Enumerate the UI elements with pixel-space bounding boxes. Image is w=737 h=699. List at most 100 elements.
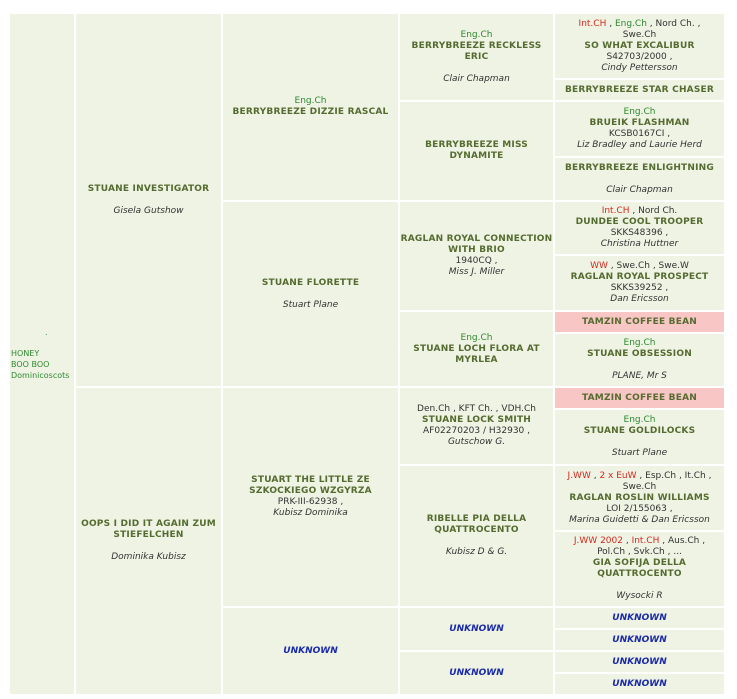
g4-cell-14: UNKNOWN: [555, 630, 724, 650]
g4-cell-1: Int.CH , Eng.Ch , Nord Ch. , Swe.Ch SO W…: [555, 14, 724, 78]
sds-name[interactable]: RAGLAN ROYAL CONNECTION WITH BRIO: [400, 234, 553, 255]
g3-name[interactable]: BRUEIK FLASHMAN: [589, 118, 690, 128]
g4-cell-11: J.WW , 2 x EuW , Esp.Ch , It.Ch , Swe.Ch…: [555, 466, 724, 530]
dam-cell: OOPS I DID IT AGAIN ZUM STIEFELCHEN Domi…: [76, 388, 221, 694]
g4-cell-9: TAMZIN COFFEE BEAN: [555, 388, 724, 408]
sdd-title: Eng.Ch: [460, 332, 493, 343]
sss-owner: Clair Chapman: [443, 73, 510, 84]
g4-cell-7: TAMZIN COFFEE BEAN: [555, 312, 724, 332]
g3-reg: KCSB0167CI ,: [608, 129, 671, 139]
g12-title-2: Int.CH: [631, 536, 660, 546]
dds-cell: UNKNOWN: [400, 608, 553, 650]
g4-cell-6: WW , Swe.Ch , Swe.W RAGLAN ROYAL PROSPEC…: [555, 256, 724, 310]
dds-unknown: UNKNOWN: [449, 623, 504, 634]
dss-owner: Gutschow G.: [447, 437, 506, 447]
dam-sire-cell: STUART THE LITTLE ZE SZKOCKIEGO WZGYRZA …: [223, 388, 398, 606]
ssd-name[interactable]: BERRYBREEZE MISS DYNAMITE: [425, 140, 528, 161]
g1-title-4: Swe.Ch: [622, 29, 657, 40]
dss-cell: Den.Ch , KFT Ch. , VDH.Ch STUANE LOCK SM…: [400, 388, 553, 464]
subject-name-line2[interactable]: BOO BOO: [11, 360, 50, 369]
g2-name[interactable]: BERRYBREEZE STAR CHASER: [565, 84, 714, 95]
dam-dam-unknown: UNKNOWN: [283, 645, 338, 656]
g11-title-5: Swe.Ch: [622, 481, 657, 492]
sdd-name[interactable]: STUANE LOCH FLORA AT MYRLEA: [413, 343, 540, 365]
sire-owner: Gisela Gutshow: [113, 205, 184, 216]
sss-title: Eng.Ch: [460, 29, 493, 40]
sss-name[interactable]: BERRYBREEZE RECKLESS ERIC: [411, 40, 542, 62]
g4-cell-3: Eng.Ch BRUEIK FLASHMAN KCSB0167CI , Liz …: [555, 102, 724, 156]
dam-owner: Dominika Kubisz: [111, 552, 186, 562]
dss-title-1: Den.Ch: [417, 404, 451, 414]
dsd-name[interactable]: RIBELLE PIA DELLA QUATTROCENTO: [426, 514, 527, 535]
ssd-cell: BERRYBREEZE MISS DYNAMITE: [400, 102, 553, 200]
g13-unknown: UNKNOWN: [612, 612, 667, 623]
g7-name[interactable]: TAMZIN COFFEE BEAN: [582, 316, 697, 327]
g11-title-2: 2 x EuW: [599, 470, 637, 481]
g4-cell-8: Eng.Ch STUANE OBSESSION PLANE, Mr S: [555, 334, 724, 386]
sire-dam-owner: Stuart Plane: [282, 299, 339, 310]
dss-title-3: VDH.Ch: [501, 404, 536, 414]
sds-reg: 1940CQ ,: [455, 256, 498, 266]
g4-cell-5: Int.CH , Nord Ch. DUNDEE COOL TROOPER SK…: [555, 202, 724, 254]
dam-dam-cell: UNKNOWN: [223, 608, 398, 694]
g10-name[interactable]: STUANE GOLDILOCKS: [583, 426, 696, 436]
g4-cell-15: UNKNOWN: [555, 652, 724, 672]
g8-title: Eng.Ch: [623, 338, 656, 348]
g4-cell-13: UNKNOWN: [555, 608, 724, 628]
dsd-owner: Kubisz D & G.: [445, 547, 508, 557]
subject-kennel[interactable]: Dominicoscots: [11, 371, 70, 380]
g6-name[interactable]: RAGLAN ROYAL PROSPECT: [570, 272, 709, 282]
g1-reg: S42703/2000 ,: [606, 51, 673, 62]
dss-name[interactable]: STUANE LOCK SMITH: [421, 415, 532, 425]
subject-name-line1[interactable]: HONEY: [11, 349, 40, 358]
g14-unknown: UNKNOWN: [612, 634, 667, 645]
dam-name[interactable]: OOPS I DID IT AGAIN ZUM STIEFELCHEN: [81, 519, 216, 540]
g6-owner: Dan Ericsson: [610, 294, 669, 304]
g11-title-4: It.Ch: [684, 470, 706, 481]
g4-cell-12: J.WW 2002 , Int.CH , Aus.Ch , Pol.Ch , S…: [555, 532, 724, 606]
g4-cell-10: Eng.Ch STUANE GOLDILOCKS Stuart Plane: [555, 410, 724, 464]
sire-name[interactable]: STUANE INVESTIGATOR: [87, 183, 210, 194]
g9-name[interactable]: TAMZIN COFFEE BEAN: [582, 392, 697, 403]
g1-owner: Cindy Pettersson: [601, 62, 678, 73]
g5-name[interactable]: DUNDEE COOL TROOPER: [575, 217, 704, 227]
g12-name[interactable]: GIA SOFIJA DELLA QUATTROCENTO: [592, 558, 687, 579]
g1-title-3: Nord Ch.: [655, 18, 695, 29]
dss-title-2: KFT Ch.: [458, 404, 493, 414]
g10-owner: Stuart Plane: [611, 448, 668, 458]
g16-unknown: UNKNOWN: [612, 678, 667, 689]
sire-sire-title: Eng.Ch: [294, 96, 327, 106]
g12-title-1: J.WW 2002: [573, 536, 623, 546]
subject-cell: . HONEY BOO BOO Dominicoscots: [10, 14, 74, 694]
dam-sire-name[interactable]: STUART THE LITTLE ZE SZKOCKIEGO WZGYRZA: [249, 475, 372, 496]
g12-title-3: Aus.Ch: [667, 536, 700, 546]
g12-title-4: Pol.Ch: [597, 547, 626, 557]
g1-title-1: Int.CH: [578, 18, 607, 29]
g15-unknown: UNKNOWN: [612, 656, 667, 667]
g4-name[interactable]: BERRYBREEZE ENLIGHTNING: [564, 162, 714, 173]
g11-name[interactable]: RAGLAN ROSLIN WILLIAMS: [569, 492, 710, 503]
g5-owner: Christina Huttner: [600, 239, 679, 249]
sire-dam-name[interactable]: STUANE FLORETTE: [261, 277, 360, 288]
g3-owner: Liz Bradley and Laurie Herd: [577, 140, 702, 150]
g1-name[interactable]: SO WHAT EXCALIBUR: [584, 40, 695, 51]
g12-owner: Wysocki R: [616, 591, 663, 601]
g11-title-3: Esp.Ch: [645, 470, 677, 481]
g10-title: Eng.Ch: [623, 415, 656, 425]
g4-cell-16: UNKNOWN: [555, 674, 724, 694]
g4-cell-4: BERRYBREEZE ENLIGHTNING Clair Chapman: [555, 158, 724, 200]
g8-name[interactable]: STUANE OBSESSION: [587, 349, 692, 359]
g5-reg: SKKS48396 ,: [610, 228, 669, 238]
sdd-cell: Eng.Ch STUANE LOCH FLORA AT MYRLEA: [400, 312, 553, 386]
sss-cell: Eng.Ch BERRYBREEZE RECKLESS ERIC Clair C…: [400, 14, 553, 100]
g6-title-2: Swe.Ch: [616, 261, 650, 271]
sire-sire-name[interactable]: BERRYBREEZE DIZZIE RASCAL: [232, 107, 389, 117]
g11-title-1: J.WW: [567, 470, 591, 481]
ddd-unknown: UNKNOWN: [449, 667, 504, 678]
dss-reg: AF02270203 / H32930 ,: [422, 426, 530, 436]
sire-cell: STUANE INVESTIGATOR Gisela Gutshow: [76, 14, 221, 386]
g6-title-1: WW: [590, 261, 608, 271]
g12-title-6: ...: [673, 547, 682, 557]
sire-sire-cell: Eng.Ch BERRYBREEZE DIZZIE RASCAL: [223, 14, 398, 200]
sds-cell: RAGLAN ROYAL CONNECTION WITH BRIO 1940CQ…: [400, 202, 553, 310]
